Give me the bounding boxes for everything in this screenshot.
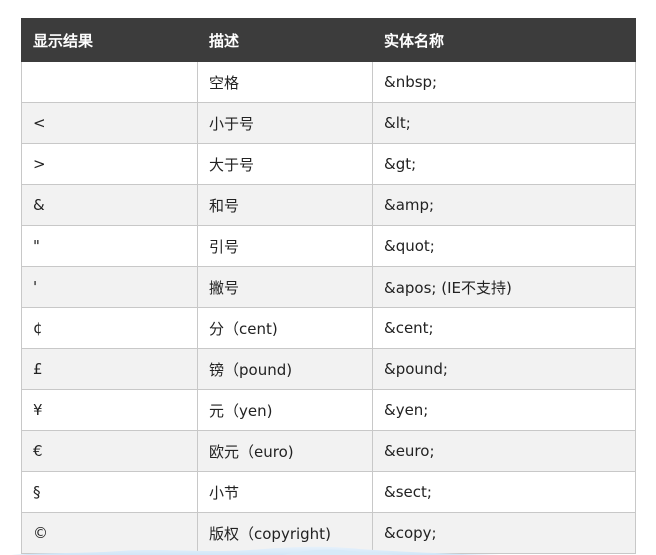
cell-entity: &euro;: [372, 430, 636, 472]
cell-description: 撇号: [197, 266, 373, 308]
header-result: 显示结果: [21, 18, 198, 62]
header-row: 显示结果 描述 实体名称: [21, 18, 636, 62]
cell-result: ": [21, 225, 198, 267]
table-row: © 版权（copyright) &copy;: [21, 512, 636, 554]
table-row: < 小于号 &lt;: [21, 102, 636, 144]
cell-entity: &nbsp;: [372, 61, 636, 103]
cell-entity: &quot;: [372, 225, 636, 267]
cell-result: ': [21, 266, 198, 308]
cell-description: 小节: [197, 471, 373, 513]
table-row: ¢ 分（cent) &cent;: [21, 307, 636, 349]
cell-result: £: [21, 348, 198, 390]
table-row: £ 镑（pound) &pound;: [21, 348, 636, 390]
entity-table-container: 显示结果 描述 实体名称 空格 &nbsp; < 小于号 &lt; >: [21, 18, 636, 554]
table-header: 显示结果 描述 实体名称: [21, 18, 636, 62]
cell-entity: &copy;: [372, 512, 636, 554]
header-description: 描述: [197, 18, 373, 62]
html-entity-table: 显示结果 描述 实体名称 空格 &nbsp; < 小于号 &lt; >: [21, 18, 636, 554]
table-row: & 和号 &amp;: [21, 184, 636, 226]
cell-description: 欧元（euro): [197, 430, 373, 472]
cell-entity: &sect;: [372, 471, 636, 513]
cell-entity: &lt;: [372, 102, 636, 144]
cell-entity: &pound;: [372, 348, 636, 390]
cell-result: >: [21, 143, 198, 185]
decorative-cloud-strip: [0, 541, 656, 555]
cell-description: 和号: [197, 184, 373, 226]
cell-result: €: [21, 430, 198, 472]
table-row: 空格 &nbsp;: [21, 61, 636, 103]
table-row: § 小节 &sect;: [21, 471, 636, 513]
cell-description: 引号: [197, 225, 373, 267]
cell-entity: &gt;: [372, 143, 636, 185]
cell-result: ©: [21, 512, 198, 554]
cell-description: 元（yen): [197, 389, 373, 431]
header-entity-name: 实体名称: [372, 18, 636, 62]
cell-result: ¥: [21, 389, 198, 431]
cell-result: §: [21, 471, 198, 513]
cell-entity: &apos; (IE不支持): [372, 266, 636, 308]
cell-description: 小于号: [197, 102, 373, 144]
cell-description: 分（cent): [197, 307, 373, 349]
cloud-icon: [11, 546, 500, 555]
cell-entity: &yen;: [372, 389, 636, 431]
cell-entity: &amp;: [372, 184, 636, 226]
table-row: > 大于号 &gt;: [21, 143, 636, 185]
cell-result: [21, 61, 198, 103]
table-row: " 引号 &quot;: [21, 225, 636, 267]
table-body: 空格 &nbsp; < 小于号 &lt; > 大于号 &gt; & 和号 &am…: [21, 61, 636, 554]
cell-description: 大于号: [197, 143, 373, 185]
table-row: ¥ 元（yen) &yen;: [21, 389, 636, 431]
table-row: ' 撇号 &apos; (IE不支持): [21, 266, 636, 308]
cell-result: <: [21, 102, 198, 144]
cell-entity: &cent;: [372, 307, 636, 349]
cell-description: 空格: [197, 61, 373, 103]
cell-result: ¢: [21, 307, 198, 349]
table-row: € 欧元（euro) &euro;: [21, 430, 636, 472]
cell-result: &: [21, 184, 198, 226]
cell-description: 镑（pound): [197, 348, 373, 390]
